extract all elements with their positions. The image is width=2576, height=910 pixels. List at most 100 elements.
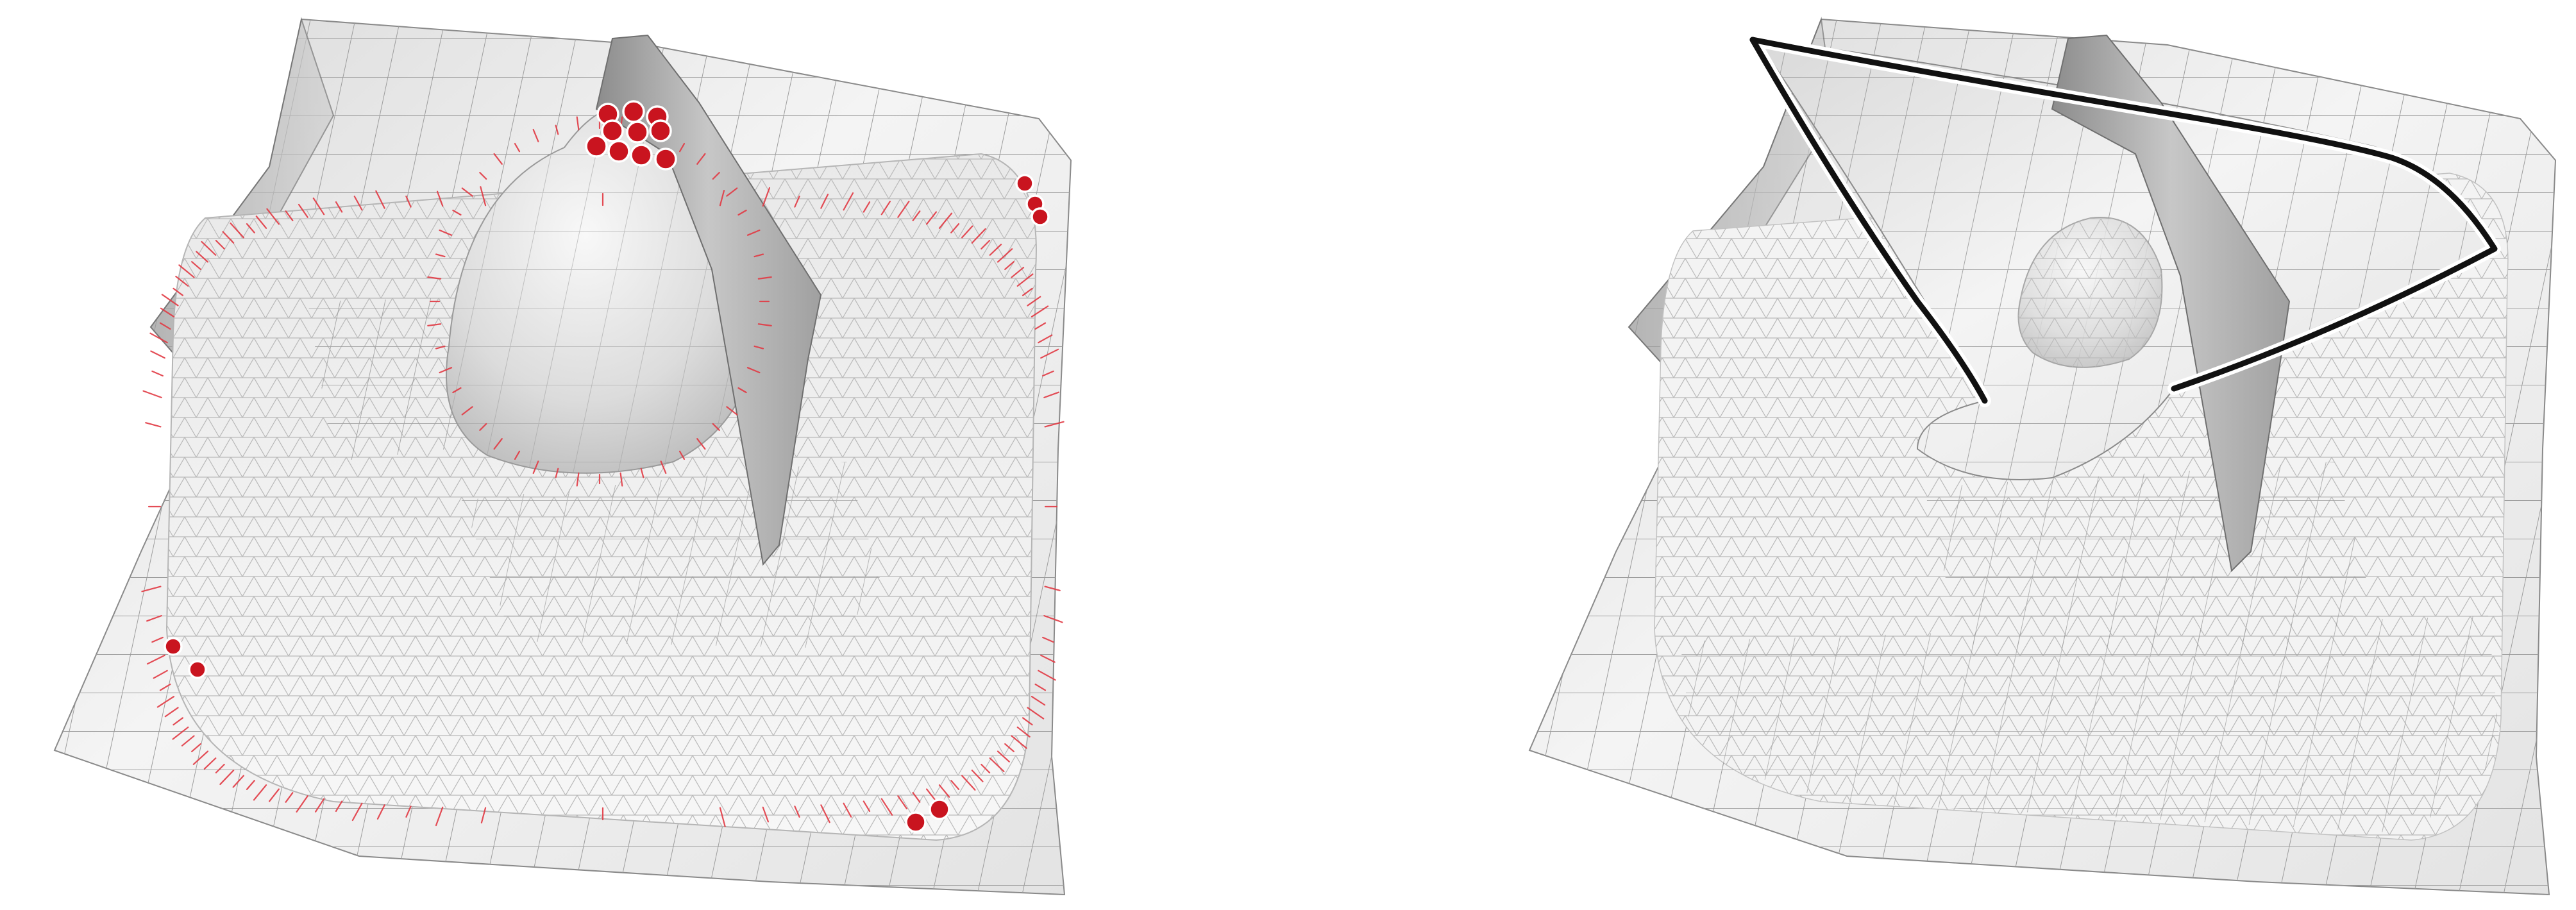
right-mesh-panel xyxy=(1528,17,2557,896)
normal-tick xyxy=(1027,296,1041,307)
normal-tick xyxy=(1004,261,1014,271)
normal-tick xyxy=(794,805,800,818)
normal-tick xyxy=(1027,707,1045,720)
normal-tick xyxy=(296,795,308,813)
normal-tick xyxy=(153,670,168,679)
normal-tick xyxy=(696,438,706,450)
normal-tick xyxy=(950,223,960,233)
normal-tick xyxy=(161,294,179,307)
normal-tick xyxy=(1016,726,1031,737)
normal-tick xyxy=(950,780,960,790)
normal-tick xyxy=(203,757,217,770)
normal-tick xyxy=(757,323,772,326)
normal-tick xyxy=(1040,654,1056,663)
normal-tick xyxy=(712,423,720,431)
left-marker-cluster-right xyxy=(1015,174,1050,226)
normal-tick xyxy=(1044,421,1065,428)
normal-tick xyxy=(912,210,921,221)
normal-tick xyxy=(555,468,559,478)
normal-tick xyxy=(1040,348,1059,359)
normal-tick xyxy=(312,198,325,215)
normal-tick xyxy=(532,128,539,142)
normal-tick xyxy=(146,615,162,622)
normal-tick xyxy=(989,244,1002,256)
normal-tick xyxy=(1043,615,1063,623)
normal-tick xyxy=(219,770,235,786)
normal-tick xyxy=(1011,735,1027,749)
normal-tick xyxy=(762,806,770,823)
normal-tick xyxy=(266,208,280,225)
normal-tick xyxy=(1004,743,1014,752)
normal-tick xyxy=(696,153,706,165)
normal-tick xyxy=(1031,696,1046,706)
normal-tick xyxy=(555,124,559,135)
left-dome-grid xyxy=(446,106,755,473)
normal-tick xyxy=(285,210,294,221)
normal-tick xyxy=(961,225,973,239)
normal-tick xyxy=(150,350,165,359)
marker-dot xyxy=(585,135,608,158)
normal-tick xyxy=(405,805,412,818)
normal-tick xyxy=(436,190,444,207)
normal-tick xyxy=(246,223,255,233)
normal-tick xyxy=(938,212,953,229)
normal-tick xyxy=(737,387,747,394)
normal-tick xyxy=(246,780,255,790)
normal-tick xyxy=(175,276,189,287)
normal-tick xyxy=(376,804,385,820)
normal-tick xyxy=(439,229,453,236)
normal-tick xyxy=(762,187,771,207)
normal-tick xyxy=(196,251,209,263)
normal-tick xyxy=(435,345,446,350)
normal-tick xyxy=(726,406,738,416)
normal-tick xyxy=(151,370,164,377)
left-marker-cluster-top xyxy=(585,100,677,171)
normal-tick xyxy=(843,802,852,818)
normal-tick xyxy=(461,406,473,416)
left-mesh-panel xyxy=(53,17,1072,896)
normal-tick xyxy=(997,248,1013,263)
normal-tick xyxy=(427,276,442,280)
normal-tick xyxy=(1011,267,1025,278)
normal-tick xyxy=(989,757,1005,773)
normal-tick xyxy=(640,468,644,478)
normal-tick xyxy=(1044,586,1061,591)
normal-tick xyxy=(880,201,891,215)
normal-tick xyxy=(1022,287,1033,296)
normal-tick xyxy=(181,735,195,746)
normal-tick xyxy=(452,209,462,216)
normal-tick xyxy=(452,387,462,394)
normal-tick xyxy=(215,764,225,773)
left-marker-cluster-bottom-right xyxy=(905,798,950,833)
normal-tick xyxy=(843,192,854,211)
normal-tick xyxy=(794,196,800,208)
normal-tick xyxy=(191,261,201,271)
right-quad-patch-mid xyxy=(1924,462,2373,654)
normal-tick xyxy=(971,228,986,244)
normal-tick xyxy=(480,186,487,206)
normal-tick xyxy=(863,201,871,213)
normal-tick xyxy=(215,240,225,249)
normal-tick xyxy=(191,743,201,752)
normal-tick xyxy=(335,800,343,813)
normal-tick xyxy=(145,422,162,428)
normal-tick xyxy=(820,194,829,209)
normal-tick xyxy=(1038,334,1053,344)
normal-tick xyxy=(172,726,189,740)
normal-tick xyxy=(981,764,991,773)
marker-dot xyxy=(626,121,649,144)
right-boundary-curve xyxy=(1746,33,2501,407)
normal-tick xyxy=(863,800,871,813)
normal-tick xyxy=(493,438,503,450)
normal-tick xyxy=(576,116,580,131)
normal-tick xyxy=(997,750,1010,763)
normal-tick xyxy=(461,187,473,197)
normal-tick xyxy=(427,323,442,326)
marker-dot xyxy=(654,147,677,171)
normal-tick xyxy=(298,203,308,218)
normal-tick xyxy=(151,636,164,643)
normal-tick xyxy=(757,276,772,280)
normal-tick xyxy=(1042,636,1054,643)
normal-tick xyxy=(192,750,209,765)
